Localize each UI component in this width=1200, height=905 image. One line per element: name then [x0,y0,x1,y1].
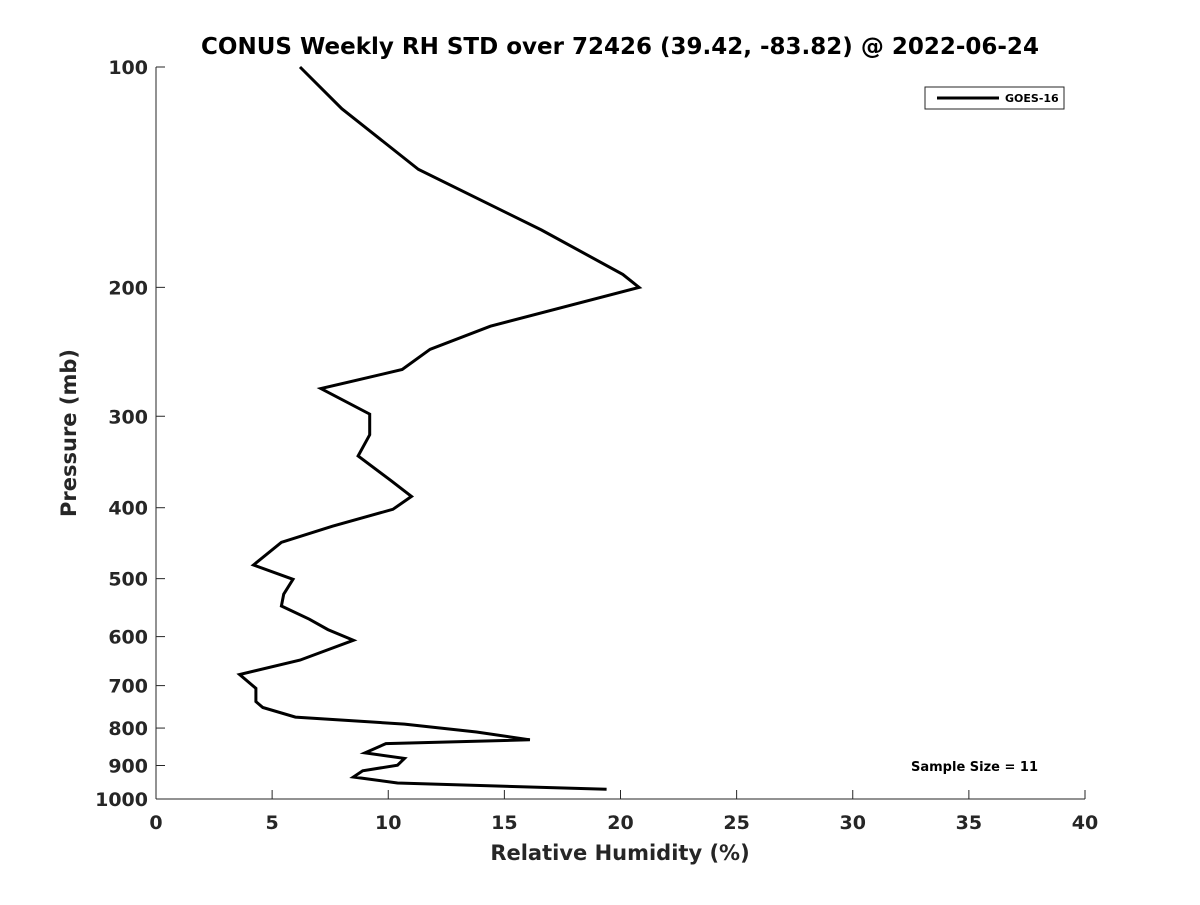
series-line-goes-16 [236,65,643,791]
y-tick-label: 900 [108,756,148,778]
x-axis-title: Relative Humidity (%) [490,841,749,865]
y-tick-label: 600 [108,627,148,649]
x-tick-label: 40 [1072,812,1098,834]
x-tick-label: 25 [723,812,749,834]
chart-title: CONUS Weekly RH STD over 72426 (39.42, -… [201,34,1039,60]
y-tick-label: 500 [108,569,148,591]
y-axis-ticks: 100 200 300 400 500 600 700 800 900 1000 [95,57,165,811]
y-tick-label: 200 [108,277,148,299]
y-tick-label: 700 [108,676,148,698]
x-tick-label: 20 [607,812,633,834]
legend-label-goes-16: GOES-16 [1005,92,1059,105]
y-tick-label: 100 [108,57,148,79]
x-tick-label: 0 [149,812,162,834]
legend: GOES-16 [924,86,1065,110]
axes [155,67,1085,800]
y-tick-label: 800 [108,718,148,740]
x-tick-label: 5 [266,812,279,834]
sample-size-annotation: Sample Size = 11 [911,760,1038,775]
x-tick-label: 15 [491,812,517,834]
x-tick-label: 35 [956,812,982,834]
series-layer [236,65,643,791]
y-tick-label: 1000 [95,789,148,811]
y-tick-label: 400 [108,498,148,520]
y-tick-label: 300 [108,406,148,428]
x-tick-label: 30 [840,812,866,834]
x-tick-label: 10 [375,812,401,834]
x-axis-ticks: 0 5 10 15 20 25 30 35 40 [149,790,1098,834]
y-axis-title: Pressure (mb) [57,349,81,517]
